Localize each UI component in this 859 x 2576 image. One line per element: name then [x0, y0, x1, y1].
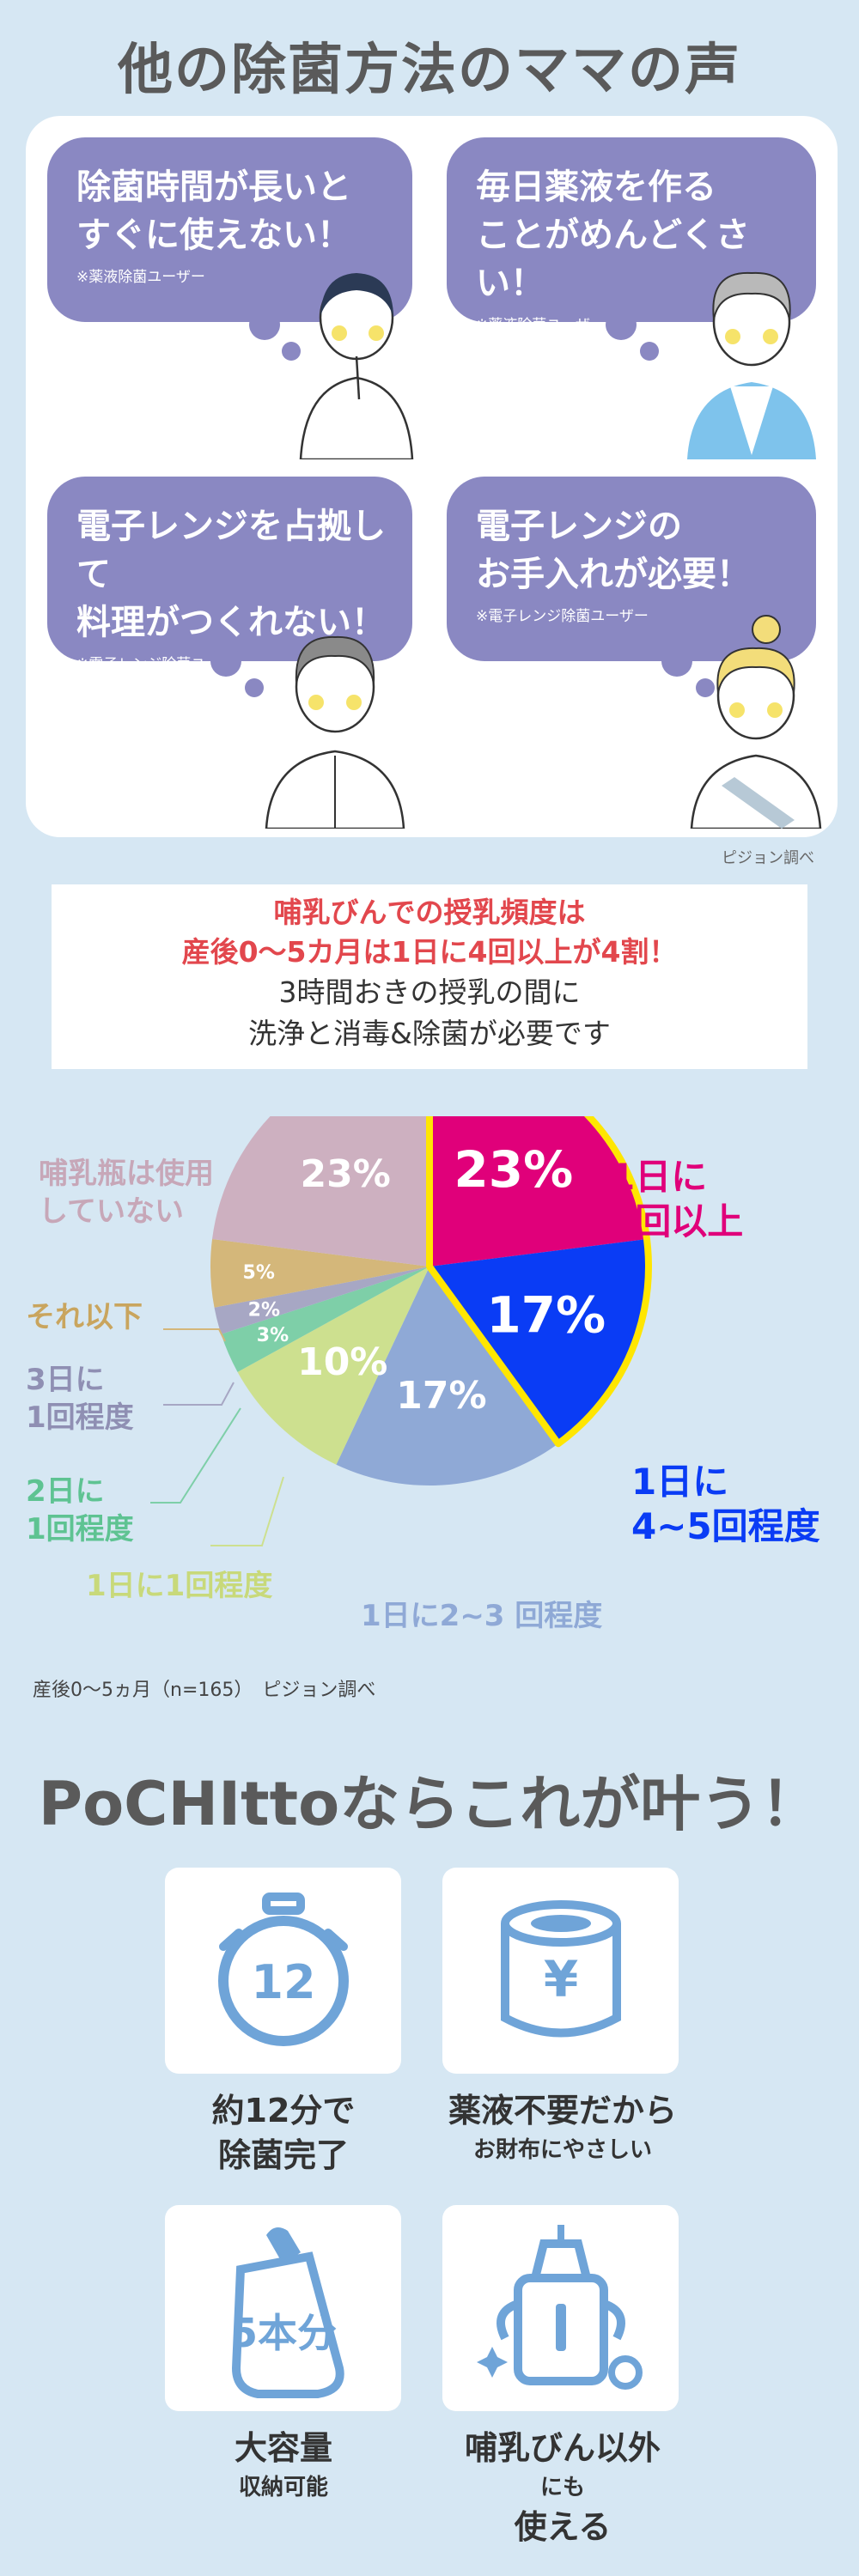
bubble-tail-dot	[640, 342, 659, 361]
voice-text: 電子レンジの お手入れが必要！	[476, 507, 751, 594]
pie-slice-8	[212, 1116, 430, 1267]
info-red-line: 哺乳びんでの授乳頻度は	[273, 896, 586, 929]
info-red-line: 産後0～5カ月は1日に4回以上が4割！	[181, 935, 678, 969]
info-line: 洗浄と消毒&除菌が必要です	[248, 1017, 611, 1050]
feature-text-other-items: 哺乳びん以外 にも 使える	[464, 2429, 661, 2546]
pie-percent-label-4: 10%	[297, 1340, 387, 1384]
info-line: 3時間おきの授乳の間に	[278, 975, 581, 1009]
feature-text-no-chemical: 薬液不要だから お財布にやさしい	[448, 2092, 677, 2163]
dad-worried-illustration	[687, 271, 816, 459]
feature-card-other-items	[442, 2205, 679, 2411]
pie-percent-label-8: 23%	[301, 1152, 391, 1196]
feature-text-timer: 約12分で 除菌完了	[211, 2092, 356, 2174]
bubble-tail-dot	[696, 678, 715, 697]
chart-source: 産後0～5ヵ月（n=165） ピジョン調べ	[33, 1680, 376, 1701]
mom-thinking-illustration	[299, 273, 414, 459]
bottle-icon: 5本分	[229, 2227, 344, 2398]
pie-slice-3	[336, 1267, 558, 1485]
bubble-tail-dot	[249, 309, 280, 340]
bubble-tail-dot	[210, 646, 241, 677]
leader-line-1	[163, 1328, 226, 1342]
bubble-tail-dot	[606, 309, 637, 340]
yen-symbol: ¥	[543, 1950, 577, 2008]
pie-percent-label-1: 23%	[454, 1140, 573, 1199]
voice-bubble-4: 電子レンジの お手入れが必要！ ※電子レンジ除菌ユーザー	[447, 477, 816, 661]
leader-line-3	[150, 1407, 241, 1504]
voices-credit: ピジョン調べ	[722, 849, 814, 867]
legend-less: それ以下	[26, 1300, 143, 1334]
sippy-cup-icon	[476, 2225, 643, 2390]
pie-percent-label-2: 17%	[486, 1286, 606, 1345]
legend-6-or-more: 1日に 6回以上	[610, 1156, 744, 1242]
legend-every-2-days: 2日に 1回程度	[26, 1474, 134, 1546]
legend-1-time: 1日に1回程度	[86, 1569, 273, 1603]
pie-slice-1	[430, 1116, 647, 1267]
voice-text: 電子レンジを占拠して 料理がつくれない！	[76, 507, 386, 642]
pie-percent-label-3: 17%	[396, 1374, 486, 1418]
leader-line-4	[210, 1476, 284, 1546]
coin-yen-icon: ¥	[500, 1900, 621, 2038]
pie-highlight-outline	[426, 1116, 652, 1448]
feeding-frequency-pie-chart: 23%17%17%10%3%2%5%23%	[150, 1116, 652, 1546]
pie-percent-label-7: 5%	[243, 1262, 275, 1284]
voice-text: 除菌時間が長いと すぐに使えない！	[76, 167, 351, 255]
pie-percent-label-6: 2%	[248, 1299, 280, 1321]
pie-percent-label-5: 3%	[257, 1325, 289, 1346]
stopwatch-icon: 12	[217, 1893, 349, 2046]
feeding-info-card: 哺乳びんでの授乳頻度は 産後0～5カ月は1日に4回以上が4割！ 3時間おきの授乳…	[52, 884, 807, 1069]
voice-note: ※電子レンジ除菌ユーザー	[476, 608, 649, 625]
bubble-tail-dot	[282, 342, 301, 361]
legend-not-using: 哺乳瓶は使用 していない	[39, 1157, 214, 1229]
feature-card-timer: 12	[165, 1868, 401, 2074]
pie-slice-2	[430, 1239, 649, 1444]
bubble-tail-dot	[245, 678, 264, 697]
voice-note: ※薬液除菌ユーザー	[76, 269, 205, 286]
feature-card-no-chemical: ¥	[442, 1868, 679, 2074]
pie-slice-7	[210, 1239, 430, 1308]
leader-line-2	[163, 1382, 235, 1406]
stopwatch-number: 12	[251, 1955, 315, 2009]
mom-worried-illustration	[690, 615, 822, 829]
voice-bubble-3: 電子レンジを占拠して 料理がつくれない！ ※電子レンジ除菌ユーザー	[47, 477, 412, 673]
voice-text: 毎日薬液を作る ことがめんどくさい！	[476, 167, 750, 303]
legend-every-3-days: 3日に 1回程度	[26, 1363, 134, 1435]
voice-bubble-1: 除菌時間が長いと すぐに使えない！ ※薬液除菌ユーザー	[47, 137, 412, 322]
bottle-count-label: 5本分	[229, 2310, 336, 2356]
pie-slice-6	[214, 1267, 430, 1334]
legend-4-5-times: 1日に 4~5回程度	[631, 1461, 820, 1547]
pie-slice-4	[237, 1267, 430, 1465]
feature-card-capacity: 5本分	[165, 2205, 401, 2411]
dad-thinking-illustration	[265, 635, 405, 829]
bubble-tail-dot	[661, 646, 692, 677]
pochitto-title: PoCHIttoならこれが叶う！	[38, 1769, 821, 1839]
pie-slice-5	[221, 1267, 430, 1372]
voice-note: ※薬液除菌ユーザー	[476, 317, 605, 334]
voice-note: ※電子レンジ除菌ユーザー	[76, 656, 249, 673]
feature-text-capacity: 大容量 収納可能	[234, 2429, 332, 2500]
page-title: 他の除菌方法のママの声	[118, 39, 741, 102]
legend-2-3-times: 1日に2~3 回程度	[361, 1599, 603, 1633]
